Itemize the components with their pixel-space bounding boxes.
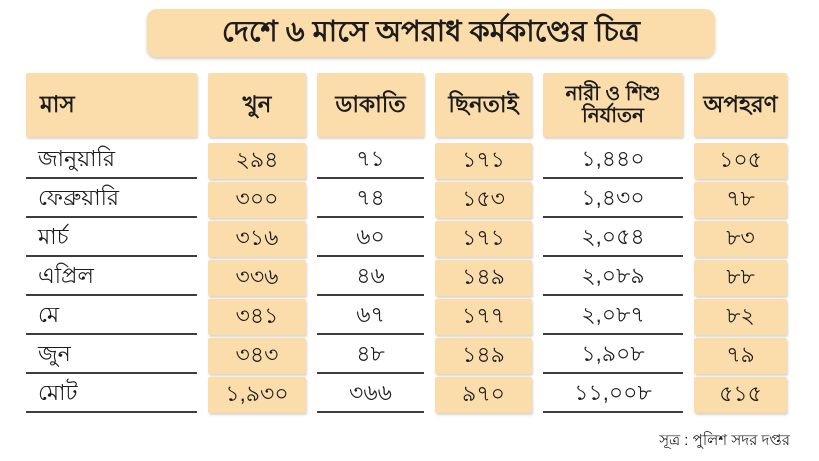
kidnapping-total: ৫১৫ <box>694 377 787 413</box>
col-header-abuse-line1: নারী ও শিশু <box>565 82 661 105</box>
col-header-kidnapping: অপহরণ <box>694 73 787 137</box>
col-header-abuse-line2: নির্যাতন <box>582 105 644 127</box>
robbery-value: ৪৬ <box>317 260 424 296</box>
page-title: দেশে ৬ মাসে অপরাধ কর্মকাণ্ডের চিত্র <box>147 9 715 57</box>
kidnapping-value: ৮৩ <box>694 221 787 257</box>
snatching-value: ১৭১ <box>435 221 532 257</box>
murder-value: ৩০০ <box>208 182 306 218</box>
snatching-value: ১৪৯ <box>435 338 532 374</box>
abuse-value: ১,৪৩০ <box>543 182 683 218</box>
month-cell: মার্চ <box>26 221 197 257</box>
murder-total: ১,৯৩০ <box>208 377 306 413</box>
total-label-cell: মোট <box>26 377 197 413</box>
month-cell: ফেব্রুয়ারি <box>26 182 197 218</box>
abuse-total: ১১,০০৮ <box>543 377 683 413</box>
murder-value: ৩৪৩ <box>208 338 306 374</box>
murder-value: ৩১৬ <box>208 221 306 257</box>
col-header-month: মাস <box>26 73 197 137</box>
robbery-total: ৩৬৬ <box>317 377 424 413</box>
abuse-value: ২,০৫৪ <box>543 221 683 257</box>
snatching-value: ১৪৯ <box>435 260 532 296</box>
robbery-value: ৭১ <box>317 143 424 179</box>
col-header-snatching: ছিনতাই <box>435 73 532 137</box>
month-cell: মে <box>26 299 197 335</box>
crime-table: মাস খুন ডাকাতি ছিনতাই নারী ও শিশু নির্যা… <box>26 73 787 416</box>
robbery-value: ৪৮ <box>317 338 424 374</box>
murder-value: ৩৩৬ <box>208 260 306 296</box>
kidnapping-value: ৮২ <box>694 299 787 335</box>
month-cell: জুন <box>26 338 197 374</box>
col-header-abuse: নারী ও শিশু নির্যাতন <box>543 73 683 137</box>
murder-value: ৩৪১ <box>208 299 306 335</box>
kidnapping-value: ১০৫ <box>694 143 787 179</box>
abuse-value: ২,০৮৯ <box>543 260 683 296</box>
col-header-robbery: ডাকাতি <box>317 73 424 137</box>
abuse-value: ১,৪৪০ <box>543 143 683 179</box>
kidnapping-value: ৭৮ <box>694 182 787 218</box>
month-cell: এপ্রিল <box>26 260 197 296</box>
snatching-total: ৯৭০ <box>435 377 532 413</box>
snatching-value: ১৭১ <box>435 143 532 179</box>
kidnapping-value: ৭৯ <box>694 338 787 374</box>
robbery-value: ৬৭ <box>317 299 424 335</box>
robbery-value: ৭৪ <box>317 182 424 218</box>
abuse-value: ২,০৮৭ <box>543 299 683 335</box>
col-header-murder: খুন <box>208 73 306 137</box>
source-note: সূত্র : পুলিশ সদর দপ্তর <box>659 432 790 449</box>
robbery-value: ৬০ <box>317 221 424 257</box>
snatching-value: ১৫৩ <box>435 182 532 218</box>
month-cell: জানুয়ারি <box>26 143 197 179</box>
kidnapping-value: ৮৮ <box>694 260 787 296</box>
snatching-value: ১৭৭ <box>435 299 532 335</box>
abuse-value: ১,৯০৮ <box>543 338 683 374</box>
murder-value: ২৯৪ <box>208 143 306 179</box>
